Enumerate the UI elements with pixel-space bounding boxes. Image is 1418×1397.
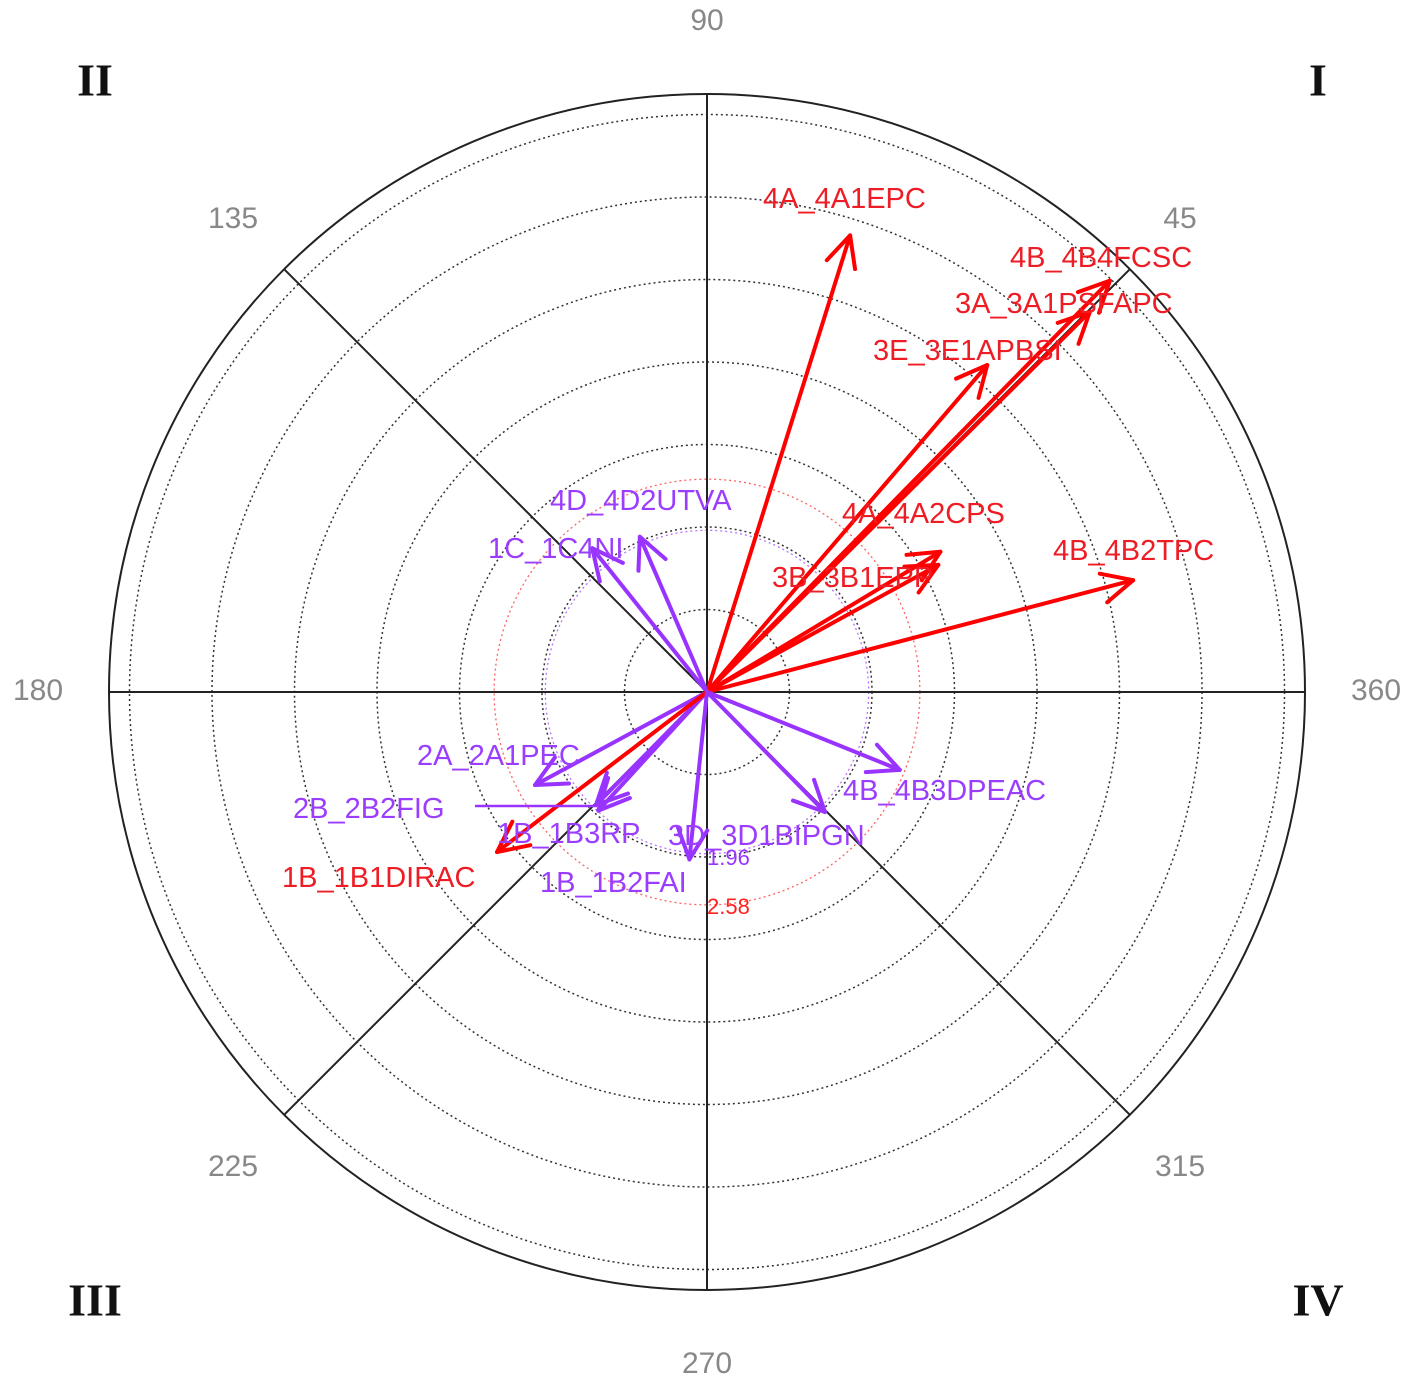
vector-label: 3A_3A1PSFAPC [955, 288, 1173, 320]
vector-label: 2A_2A1PEC [417, 740, 580, 772]
vector-label: 4D_4D2UTVA [550, 485, 732, 517]
vector-4B_4B2TPC [705, 578, 1136, 694]
vector-3A_3A1PSFAPC [705, 309, 1092, 694]
vector-label: 3D_3D1BIPGN [668, 820, 865, 852]
angle-label-315: 315 [1155, 1150, 1205, 1183]
vector-1B_1B3RP [596, 690, 709, 813]
ref-label-1-96: 1.96 [707, 845, 750, 870]
vector-3D_3D1BIPGN [705, 690, 827, 815]
arrowhead-1B_1B3RP [596, 776, 632, 813]
angle-label-135: 135 [208, 202, 258, 235]
vector-label: 2B_2B2FIG [293, 793, 445, 825]
arrowhead-1B_1B2FAI [675, 825, 710, 862]
quadrant-label-i: I [1309, 55, 1327, 106]
angle-label-270: 270 [682, 1347, 732, 1380]
vector-1B_1B2FAI [687, 690, 709, 862]
vector-label: 1B_1B1DIRAC [282, 862, 475, 894]
arrowhead-4B_4B4FCSC [1075, 278, 1112, 315]
vector-label: 3E_3E1APBSI [873, 335, 1062, 367]
quadrant-label-ii: II [77, 55, 113, 106]
angle-label-225: 225 [208, 1150, 258, 1183]
vector-3B_3B1EPP [705, 562, 941, 694]
vector-label: 4A_4A2CPS [842, 498, 1005, 530]
arrowhead-4D_4D2UTVA [636, 534, 668, 573]
vector-labels: 4A_4A1EPC 4B_4B4FCSC 3A_3A1PSFAPC 3E_3E1APB… [282, 183, 1214, 899]
vector-4D_4D2UTVA [637, 534, 709, 694]
vector-4B_4B3DPEAC [705, 690, 902, 772]
vector-3E_3E1APBSI [705, 363, 990, 694]
angle-label-45: 45 [1163, 202, 1196, 235]
arrowhead-4B_4B2TPC [1097, 571, 1136, 605]
vector-label: 3B_3B1EPP [772, 562, 933, 594]
angle-label-90: 90 [690, 4, 723, 37]
quadrant-label-iii: III [68, 1275, 122, 1326]
vector-1C_1C4NI [590, 546, 709, 694]
ref-label-2-58: 2.58 [707, 894, 750, 919]
arrowhead-1C_1C4NI [590, 546, 625, 584]
angle-label-360: 360 [1351, 674, 1401, 707]
vector-label: 1C_1C4NI [488, 533, 623, 565]
vector-label: 4B_4B4FCSC [1010, 242, 1192, 274]
vector-label: 4B_4B2TPC [1053, 535, 1214, 567]
arrowhead-4A_4A1EPC [824, 233, 858, 272]
vector-1B_1B1DIRAC [494, 690, 709, 854]
arrowhead-4B_4B3DPEAC [863, 742, 902, 775]
vector-4A_4A1EPC [705, 233, 853, 694]
vector-label: 1B_1B3RP [497, 818, 641, 850]
arrowhead-2A_2A1PEC [533, 755, 571, 787]
arrowhead-3B_3B1EPP [902, 562, 941, 595]
arrowhead-3D_3D1BIPGN [790, 777, 827, 815]
spoke-135 [283, 268, 708, 693]
vector-label: 1B_1B2FAI [540, 867, 687, 899]
angle-label-180: 180 [13, 674, 63, 707]
quadrant-label-iv: IV [1292, 1275, 1343, 1326]
vector-2A_2A1PEC [533, 690, 709, 787]
arrowhead-3E_3E1APBSI [954, 363, 990, 400]
arrowhead-1B_1B1DIRAC [494, 819, 533, 854]
arrowhead-3A_3A1PSFAPC [1055, 309, 1092, 346]
vectors [494, 233, 1136, 862]
vector-label: 4B_4B3DPEAC [843, 775, 1046, 807]
vector-label: 4A_4A1EPC [763, 183, 926, 215]
